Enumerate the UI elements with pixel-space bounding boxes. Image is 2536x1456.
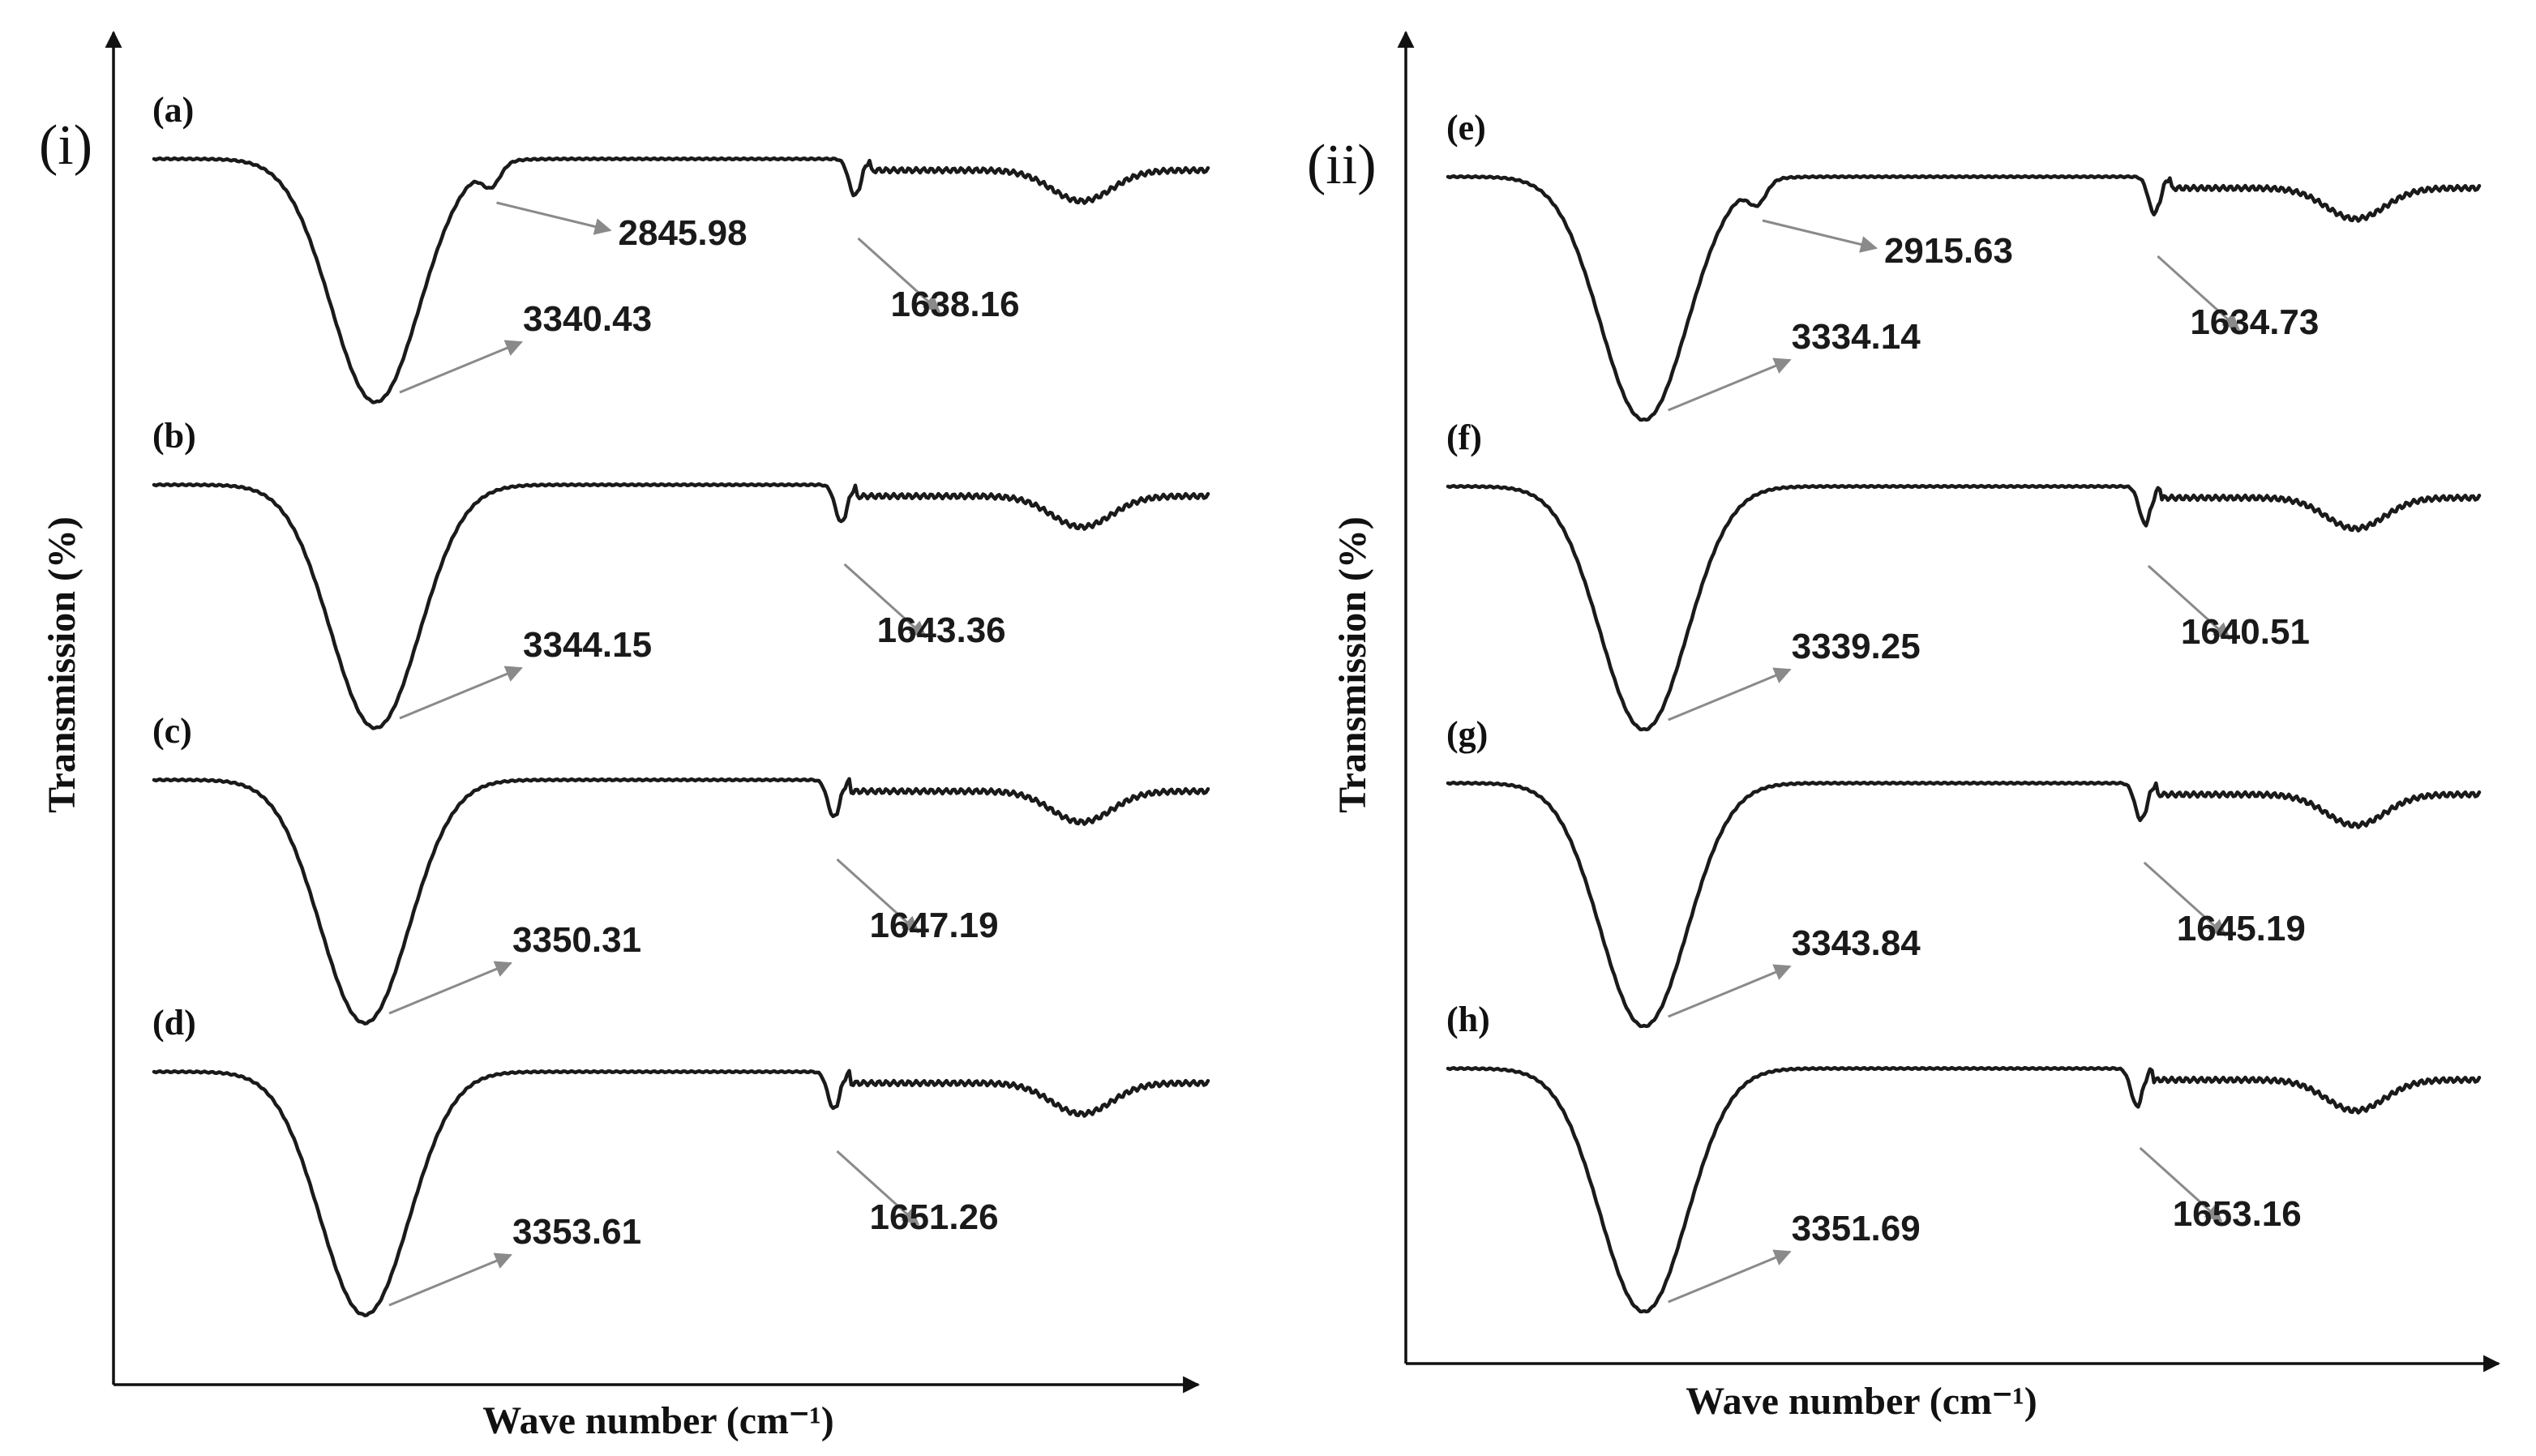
peak-pointer [1762, 219, 1878, 253]
peak-label: 3344.15 [523, 625, 652, 665]
spectrum-line-c [152, 777, 1210, 1026]
trace-label-c: (c) [152, 711, 192, 751]
peak-label: 3339.25 [1792, 627, 1921, 666]
peak-label: 3350.31 [512, 920, 641, 960]
peak-pointer [2147, 564, 2231, 640]
panel-ii: (ii) Transmission (%) Wave number (cm⁻¹)… [1307, 30, 2501, 1423]
peak-label: 2915.63 [1884, 231, 2013, 271]
peak-pointer [857, 237, 941, 313]
trace-label-h: (h) [1446, 1000, 1490, 1039]
trace-group-h: (h) 3351.69 1653.16 [1446, 1000, 2482, 1314]
peak-label: 1640.51 [2181, 612, 2310, 652]
peak-pointer [388, 961, 512, 1015]
peak-pointer [399, 666, 523, 720]
x-axis-title-i: Wave number (cm⁻¹) [482, 1399, 833, 1442]
spectrum-line-e [1446, 173, 2482, 422]
peak-label: 1638.16 [891, 285, 1020, 324]
spectrum-line-h [1446, 1065, 2482, 1314]
y-axis-title-ii: Transmission (%) [1331, 516, 1374, 813]
trace-label-e: (e) [1446, 108, 1486, 148]
trace-label-b: (b) [152, 416, 196, 456]
trace-group-a: (a) 3340.43 2845.98 1638.16 [152, 90, 1210, 405]
peak-pointer [1668, 964, 1792, 1018]
traces-ii: (e) 3334.14 2915.63 1634.73 (f) 3339.25 1640.5… [1446, 108, 2482, 1314]
trace-group-d: (d) 3353.61 1651.26 [152, 1003, 1210, 1317]
peak-pointer [399, 340, 523, 394]
spectrum-line-d [152, 1068, 1210, 1317]
peak-label: 3353.61 [512, 1212, 641, 1252]
peak-pointer [836, 858, 920, 934]
trace-label-d: (d) [152, 1003, 196, 1043]
peak-pointer [1668, 358, 1792, 412]
peak-pointer [836, 1150, 920, 1226]
trace-group-e: (e) 3334.14 2915.63 1634.73 [1446, 108, 2482, 422]
panel-label-ii: (ii) [1307, 134, 1377, 196]
peak-pointer [1668, 1249, 1792, 1304]
trace-group-c: (c) 3350.31 1647.19 [152, 711, 1210, 1026]
trace-group-f: (f) 3339.25 1640.51 [1446, 418, 2482, 732]
peak-pointer [388, 1253, 512, 1307]
peak-pointer [843, 563, 927, 639]
spectrum-line-g [1446, 780, 2482, 1029]
trace-group-b: (b) 3344.15 1643.36 [152, 416, 1210, 730]
peak-pointer [2157, 255, 2240, 331]
spectrum-line-a [152, 156, 1210, 405]
trace-label-f: (f) [1446, 418, 1482, 457]
traces-i: (a) 3340.43 2845.98 1638.16 (b) 3344.15 1643.3… [152, 90, 1210, 1317]
peak-label: 3340.43 [523, 299, 652, 339]
x-axis-title-ii: Wave number (cm⁻¹) [1686, 1380, 2037, 1423]
peak-label: 2845.98 [619, 213, 748, 253]
peak-label: 1653.16 [2173, 1194, 2302, 1234]
peak-label: 3343.84 [1792, 923, 1921, 963]
panel-i: (i) Transmission (%) Wave number (cm⁻¹) … [39, 30, 1210, 1442]
trace-label-g: (g) [1446, 714, 1488, 754]
trace-group-g: (g) 3343.84 1645.19 [1446, 714, 2482, 1029]
spectrum-line-b [152, 482, 1210, 730]
panel-label-i: (i) [39, 114, 92, 177]
peak-label: 1645.19 [2177, 909, 2306, 949]
peak-label: 3334.14 [1792, 317, 1921, 357]
y-axis-title-i: Transmission (%) [41, 516, 84, 813]
peak-label: 1634.73 [2190, 302, 2319, 342]
peak-pointer [2139, 1146, 2223, 1223]
peak-pointer [496, 201, 612, 235]
peak-label: 1651.26 [870, 1197, 999, 1237]
peak-pointer [2143, 861, 2227, 937]
peak-label: 3351.69 [1792, 1209, 1921, 1248]
peak-label: 1647.19 [870, 906, 999, 945]
trace-label-a: (a) [152, 90, 194, 130]
peak-pointer [1668, 667, 1792, 722]
peak-label: 1643.36 [877, 610, 1006, 650]
spectrum-line-f [1446, 483, 2482, 732]
